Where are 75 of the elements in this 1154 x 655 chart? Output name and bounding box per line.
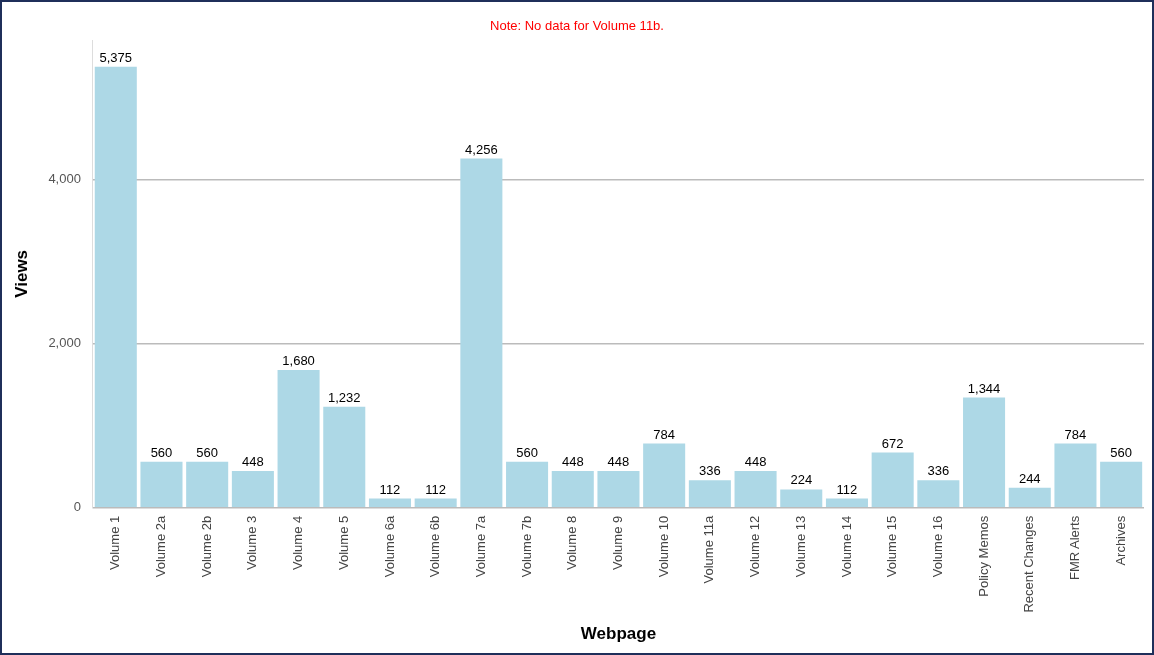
x-tick-label: Volume 14 xyxy=(838,515,854,578)
x-tick-label: Volume 4 xyxy=(290,515,306,570)
x-tick-label: Volume 2b xyxy=(198,515,214,578)
x-tick-label: Volume 10 xyxy=(655,515,671,578)
x-tick-label: Volume 15 xyxy=(884,515,900,578)
text: 336 xyxy=(927,463,950,479)
x-tick-label: Volume 6b xyxy=(427,515,443,578)
text: 560 xyxy=(150,444,173,460)
text: 672 xyxy=(881,435,904,451)
bar xyxy=(277,369,320,508)
bar xyxy=(734,471,777,508)
bar xyxy=(460,158,503,508)
y-tick-label: 2,000 xyxy=(48,335,81,351)
text: 560 xyxy=(196,444,219,460)
text: 336 xyxy=(699,463,721,479)
x-tick-label: Volume 7a xyxy=(472,514,488,578)
bar xyxy=(688,480,731,508)
x-tick-label: Volume 9 xyxy=(610,515,626,570)
text: 112 xyxy=(379,481,401,497)
x-tick-label: Volume 3 xyxy=(244,515,260,570)
bar xyxy=(506,461,549,508)
x-tick-label: Volume 5 xyxy=(335,515,351,570)
bar xyxy=(231,471,274,508)
text: 560 xyxy=(1110,444,1132,460)
bar xyxy=(871,452,914,508)
x-tick-label: Volume 8 xyxy=(564,515,580,570)
bar xyxy=(186,461,229,508)
text: 224 xyxy=(790,472,813,488)
text: 784 xyxy=(653,426,676,442)
bar xyxy=(643,443,686,508)
x-tick-label: Volume 13 xyxy=(792,515,808,578)
x-tick-label: Volume 6a xyxy=(381,514,397,578)
x-tick-label: Volume 16 xyxy=(929,515,945,578)
text: Note: No data for Volume 11b. xyxy=(489,18,665,33)
text: 784 xyxy=(1064,426,1087,442)
x-tick-label: FMR Alerts xyxy=(1067,515,1083,581)
text: 1,344 xyxy=(967,380,1001,396)
text: 112 xyxy=(425,481,447,497)
text: 112 xyxy=(836,481,858,497)
x-tick-label: Volume 2a xyxy=(153,514,169,578)
bar xyxy=(963,397,1006,508)
bar xyxy=(94,66,137,508)
bar xyxy=(1008,487,1051,508)
bar xyxy=(1100,461,1143,508)
x-tick-label: Volume 11a xyxy=(701,515,717,584)
bar xyxy=(1054,443,1097,508)
x-tick-label: Volume 7b xyxy=(518,515,534,578)
bar xyxy=(414,498,457,508)
x-axis-title: Webpage xyxy=(580,624,657,644)
x-tick-label: Policy Memos xyxy=(975,515,991,597)
x-tick-label: Volume 1 xyxy=(107,515,123,570)
text: 1,680 xyxy=(282,352,315,368)
bar xyxy=(825,498,868,508)
text: 448 xyxy=(561,454,584,470)
text: 4,256 xyxy=(465,141,498,157)
x-tick-label: Recent Changes xyxy=(1021,515,1037,613)
text: 448 xyxy=(607,454,630,470)
bar xyxy=(917,480,960,508)
y-axis-title: Views xyxy=(11,249,31,298)
x-tick-label: Volume 12 xyxy=(747,515,763,578)
bar xyxy=(597,471,640,508)
bar xyxy=(140,461,183,508)
text: 1,232 xyxy=(328,389,361,405)
bar xyxy=(780,489,823,508)
text: 244 xyxy=(1018,470,1041,486)
y-tick-label: 0 xyxy=(73,499,81,515)
text: 560 xyxy=(516,444,538,460)
text: 5,375 xyxy=(99,49,133,65)
text: 448 xyxy=(744,454,767,470)
bar xyxy=(323,406,366,508)
bar xyxy=(551,471,594,508)
y-tick-label: 4,000 xyxy=(48,171,81,187)
bar xyxy=(368,498,411,508)
text: 448 xyxy=(242,454,264,470)
x-tick-label: Archives xyxy=(1112,515,1128,566)
